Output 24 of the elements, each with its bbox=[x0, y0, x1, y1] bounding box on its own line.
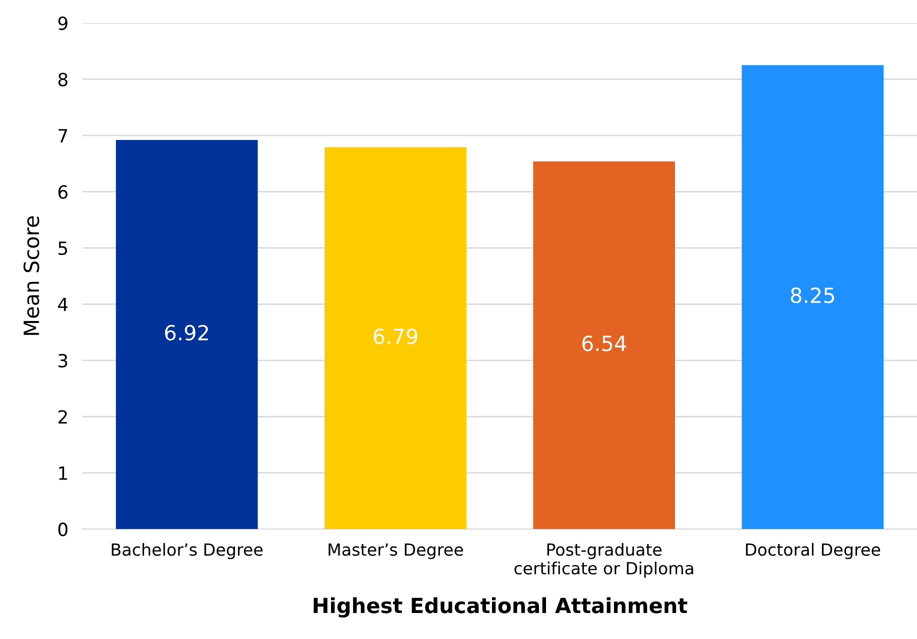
bar bbox=[533, 161, 676, 530]
data-label: 8.25 bbox=[790, 287, 834, 304]
y-tick-label: 0 bbox=[58, 522, 68, 536]
y-tick-label: 5 bbox=[58, 242, 68, 256]
data-label: 6.54 bbox=[582, 336, 626, 352]
x-tick-label: Bachelor’s Degree bbox=[112, 542, 263, 560]
x-tick-label: Doctoral Degree bbox=[746, 542, 880, 560]
y-tick-label: 2 bbox=[58, 410, 67, 424]
bar bbox=[324, 147, 466, 530]
y-tick-label: 9 bbox=[58, 16, 68, 30]
y-tick-label: 8 bbox=[58, 72, 68, 86]
y-tick-label: 6 bbox=[58, 185, 68, 199]
x-tick-label: Post-graduate certificate or Diploma bbox=[514, 542, 694, 578]
y-tick-label: 1 bbox=[59, 466, 67, 480]
bar bbox=[116, 140, 258, 530]
y-axis-title: Mean Score bbox=[23, 216, 40, 335]
x-tick-label: Master’s Degree bbox=[328, 543, 463, 560]
data-label: 6.79 bbox=[374, 328, 418, 344]
y-tick-label: 4 bbox=[58, 298, 68, 312]
x-axis-title: Highest Educational Attainment bbox=[314, 597, 688, 618]
y-tick-label: 3 bbox=[58, 354, 68, 368]
bar bbox=[742, 65, 884, 530]
data-label: 6.92 bbox=[165, 324, 208, 341]
y-tick-label: 7 bbox=[58, 129, 68, 142]
